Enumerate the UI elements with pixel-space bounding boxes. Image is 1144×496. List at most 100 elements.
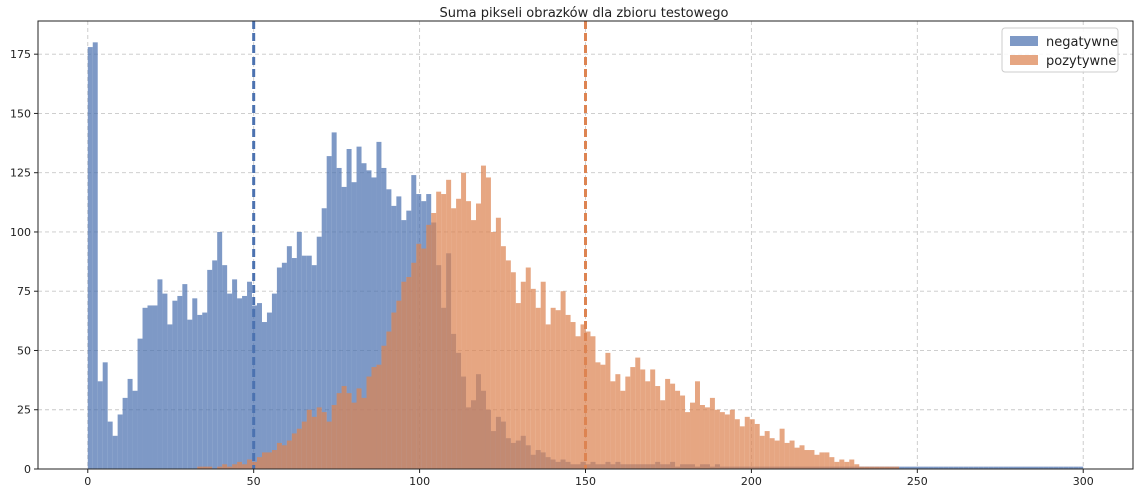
histogram-bar: [271, 450, 277, 469]
histogram-bar: [122, 397, 128, 469]
histogram-bar: [729, 409, 735, 469]
histogram-bar: [222, 265, 228, 469]
histogram-bar: [958, 466, 964, 469]
histogram-bar: [625, 376, 631, 469]
histogram-bar: [187, 319, 193, 469]
histogram-bar: [87, 47, 93, 470]
histogram-bar: [366, 376, 372, 469]
y-tick-label: 50: [17, 344, 31, 357]
histogram-bar: [714, 409, 720, 469]
histogram-bar: [515, 303, 521, 469]
histogram-bar: [461, 172, 467, 469]
histogram-bar: [376, 364, 382, 469]
histogram-bar: [286, 246, 292, 469]
mean-lines-layer: [252, 21, 587, 469]
histogram-bar: [590, 336, 596, 469]
legend-swatch-negatywne: [1010, 36, 1038, 46]
histogram-bar: [152, 305, 158, 469]
histogram-bar: [466, 201, 472, 470]
histogram-bar: [306, 409, 312, 469]
histogram-bar: [899, 466, 905, 469]
histogram-bar: [212, 260, 218, 469]
histogram-bar: [530, 288, 536, 469]
histogram-bar: [242, 295, 248, 469]
histogram-bar: [266, 452, 272, 469]
histogram-bar: [670, 383, 676, 469]
histogram-bar: [281, 445, 287, 469]
histogram-bar: [426, 224, 432, 469]
histogram-bar: [844, 461, 850, 469]
histogram-bar: [401, 281, 407, 469]
histogram-bar: [909, 466, 914, 469]
histogram-bar: [371, 367, 377, 469]
histogram-bar: [779, 428, 785, 469]
histogram-bar: [232, 464, 238, 469]
histogram-bar: [341, 186, 347, 470]
histogram-bar: [247, 281, 253, 469]
histogram-bar: [938, 466, 944, 469]
histogram-bar: [416, 243, 422, 469]
histogram-bar: [719, 412, 725, 469]
histogram-bar: [640, 369, 646, 469]
histogram-bar: [366, 170, 372, 470]
histogram-bar: [789, 440, 795, 469]
histogram-bar: [879, 466, 885, 469]
histogram-bar: [595, 362, 601, 469]
histogram-bar: [301, 421, 307, 469]
histogram-bar: [291, 433, 297, 469]
histogram-bar: [376, 141, 382, 469]
histogram-bar: [157, 279, 163, 469]
histogram-bar: [336, 393, 342, 469]
histogram-bar: [386, 331, 392, 469]
histogram-bar: [620, 390, 626, 469]
x-tick-label: 250: [907, 475, 928, 488]
histogram-bar: [675, 390, 681, 469]
x-tick-label: 300: [1073, 475, 1094, 488]
histogram-bar: [257, 303, 262, 469]
histogram-bar: [874, 466, 880, 469]
x-tick-label: 50: [247, 475, 261, 488]
histogram-bar: [998, 466, 1004, 469]
histogram-bar: [476, 203, 481, 469]
histogram-bar: [202, 466, 208, 469]
histogram-bar: [575, 336, 581, 469]
histogram-bar: [1023, 466, 1029, 469]
histogram-bar: [172, 300, 178, 469]
histogram-bar: [973, 466, 979, 469]
histogram-bar: [276, 442, 282, 469]
histogram-bar: [948, 466, 954, 469]
histogram-bar: [988, 466, 994, 469]
histogram-bar: [615, 374, 621, 469]
histogram-bar: [456, 198, 462, 469]
histogram-bar: [301, 255, 307, 469]
histogram-bar: [361, 397, 367, 469]
histogram-bar: [217, 231, 223, 469]
histogram-bar: [326, 156, 332, 469]
histogram-bar: [480, 165, 486, 469]
histogram-bar: [386, 189, 392, 469]
histogram-bar: [565, 314, 571, 469]
histogram-bar: [316, 407, 322, 469]
histogram-bar: [207, 466, 213, 469]
histogram-bar: [485, 177, 491, 469]
histogram-bar: [854, 464, 860, 469]
histogram-bar: [655, 386, 661, 469]
histogram-bar: [371, 177, 377, 469]
histogram-bar: [894, 466, 900, 469]
bars-layer: [87, 42, 1084, 470]
histogram-bar: [341, 386, 347, 469]
x-tick-label: 0: [84, 475, 91, 488]
histogram-bar: [147, 305, 153, 469]
histogram-bar: [739, 426, 745, 469]
series-pozytywne: [197, 165, 900, 470]
histogram-bar: [744, 416, 750, 469]
histogram-bar: [1018, 466, 1024, 469]
histogram-bar: [411, 262, 417, 469]
histogram-bar: [690, 402, 695, 469]
histogram-bar: [560, 291, 566, 469]
histogram-bar: [918, 466, 924, 469]
x-tick-label: 200: [741, 475, 762, 488]
histogram-bar: [346, 393, 352, 469]
histogram-bar: [1073, 466, 1079, 469]
